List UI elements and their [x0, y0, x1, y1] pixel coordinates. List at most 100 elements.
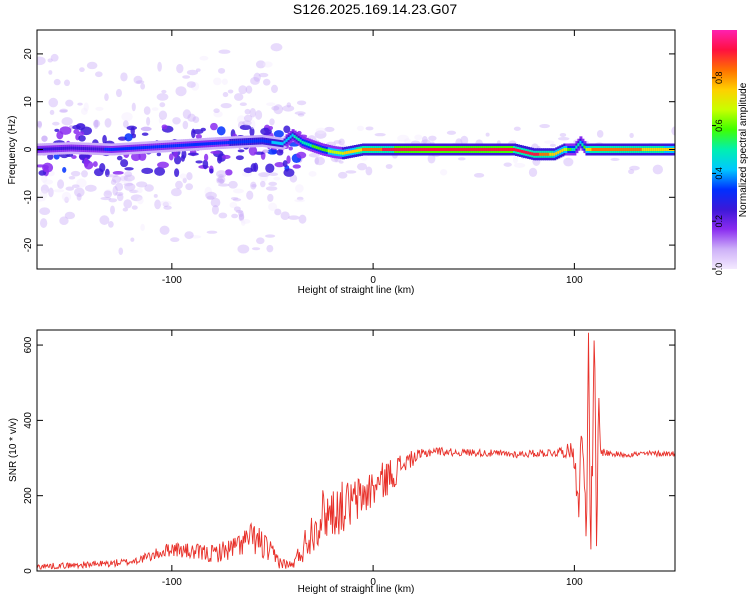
spectrogram-blob — [268, 172, 279, 177]
spectrogram-band-core — [192, 143, 196, 147]
spectrogram-blob — [544, 140, 555, 144]
spectrogram-band-core — [444, 148, 448, 151]
spectrogram-band-core — [625, 148, 629, 151]
snr-x-label: Height of straight line (km) — [298, 584, 415, 595]
spectrogram-band-core — [130, 146, 134, 150]
spectrogram-blob — [81, 170, 88, 178]
spectrogram-blob — [93, 119, 99, 129]
colorbar-ticks: 0.0 0.2 0.4 0.6 0.8 — [712, 72, 724, 275]
spectrogram-blob — [314, 130, 327, 139]
spectrogram-band-core — [446, 148, 450, 151]
spectrogram-band-core — [96, 147, 100, 151]
spectrogram-blob — [286, 102, 292, 108]
spectrogram-blob — [224, 169, 233, 176]
spectrogram-band-core — [162, 144, 166, 148]
spectrogram-band-core — [128, 146, 132, 150]
spectrogram-band-core — [376, 148, 380, 151]
spectrogram-blob — [238, 85, 248, 95]
spectrogram-band-core — [345, 151, 349, 155]
spectrogram-blob — [39, 218, 48, 228]
spectrogram-band-core — [637, 148, 641, 151]
spectrogram-blob — [265, 163, 275, 174]
spectrogram-band-core — [601, 148, 605, 151]
spectrogram-blob — [280, 211, 290, 220]
spectrogram-blob — [296, 196, 304, 201]
spectrogram-blob — [274, 208, 282, 216]
spectrogram-blob — [41, 135, 48, 142]
spectrogram-band-core — [215, 141, 219, 145]
spectrogram-blob — [258, 172, 270, 178]
spectrogram-band-core — [102, 147, 106, 151]
spectrogram-blob — [250, 77, 260, 85]
spectrogram-blob — [146, 116, 151, 126]
spectrogram-band-core — [529, 151, 533, 155]
spectrogram-band-core — [148, 145, 152, 149]
spectrogram-band-core — [599, 148, 603, 151]
spectrogram-blob — [308, 171, 317, 177]
snr-x-ticks: -100 0 100 — [162, 330, 583, 588]
spectrogram-band-core — [247, 140, 251, 144]
spectrogram-band-core — [136, 146, 140, 150]
spectrogram-blob — [182, 177, 187, 184]
spectrogram-blob — [457, 157, 466, 161]
spectrogram-blob — [195, 160, 203, 164]
spectrogram-blob — [100, 196, 112, 201]
spectrogram-blob — [235, 209, 244, 214]
spectrogram-blob — [73, 129, 80, 135]
spectrogram-band-core — [277, 141, 281, 145]
spectrogram-blob — [37, 120, 43, 128]
spectrogram-blob — [190, 81, 200, 91]
spectrogram-blob — [37, 197, 46, 202]
spectrogram-blob — [220, 103, 232, 109]
spectrogram-blob — [356, 125, 364, 132]
spectrogram-blob — [273, 130, 284, 138]
spectrogram-blob — [61, 191, 72, 202]
spectrogram-blob — [83, 102, 89, 112]
spectrogram-band-core — [665, 148, 669, 151]
spectrogram-band-core — [184, 143, 188, 147]
spectrogram-blob — [84, 160, 94, 170]
spectrogram-band-core — [94, 147, 98, 151]
spectrogram-band-core — [368, 148, 372, 151]
colorbar-label: Normalized spectral amplitude — [738, 82, 749, 217]
spectrogram-blob — [92, 161, 98, 168]
spectrogram-band-core — [390, 148, 394, 151]
spectrogram-band-core — [595, 148, 599, 151]
spectrogram-band-core — [605, 148, 609, 151]
spectrogram-blob — [144, 184, 154, 192]
spectrogram-blob — [239, 124, 252, 131]
spectrogram-band-core — [426, 148, 430, 151]
spectrogram-blob — [513, 163, 526, 168]
spectrogram-band-core — [430, 148, 434, 151]
spectrogram-band-core — [510, 148, 514, 151]
spectrogram-band-core — [178, 143, 182, 147]
spectrogram-band-core — [448, 148, 452, 151]
spectrogram-blob — [559, 132, 567, 137]
spectrogram-blob — [206, 230, 218, 234]
spectrogram-band-core — [506, 148, 510, 151]
spectrogram-blob — [154, 199, 162, 210]
spectrogram-blob — [140, 223, 145, 232]
spectrogram-blob — [218, 212, 228, 219]
spectrogram-blob — [266, 244, 274, 253]
spectrogram-blob — [77, 102, 83, 106]
spectrogram-blob — [136, 181, 148, 188]
spectrogram-band-core — [126, 147, 130, 151]
spectrogram-band-core — [60, 146, 64, 150]
spectrogram-band-core — [468, 148, 472, 151]
y-tick-label: 600 — [23, 336, 34, 353]
spectrogram-blob — [105, 168, 110, 178]
spectrogram-blob — [189, 235, 202, 239]
spectrogram-blob — [86, 61, 98, 70]
spectrogram-band-core — [549, 152, 553, 156]
spectrogram-band-core — [490, 148, 494, 151]
spectrogram-band-core — [521, 149, 525, 153]
spectrogram-blob — [168, 153, 174, 161]
spectrogram-band-core — [335, 150, 339, 154]
spectrogram-band-core — [651, 148, 655, 151]
spectrogram-blob — [116, 155, 123, 161]
spectrogram-blob — [159, 102, 166, 108]
spectrogram-band-core — [442, 148, 446, 151]
spectrogram-band-core — [627, 148, 631, 151]
spectrogram-blob — [84, 184, 97, 192]
